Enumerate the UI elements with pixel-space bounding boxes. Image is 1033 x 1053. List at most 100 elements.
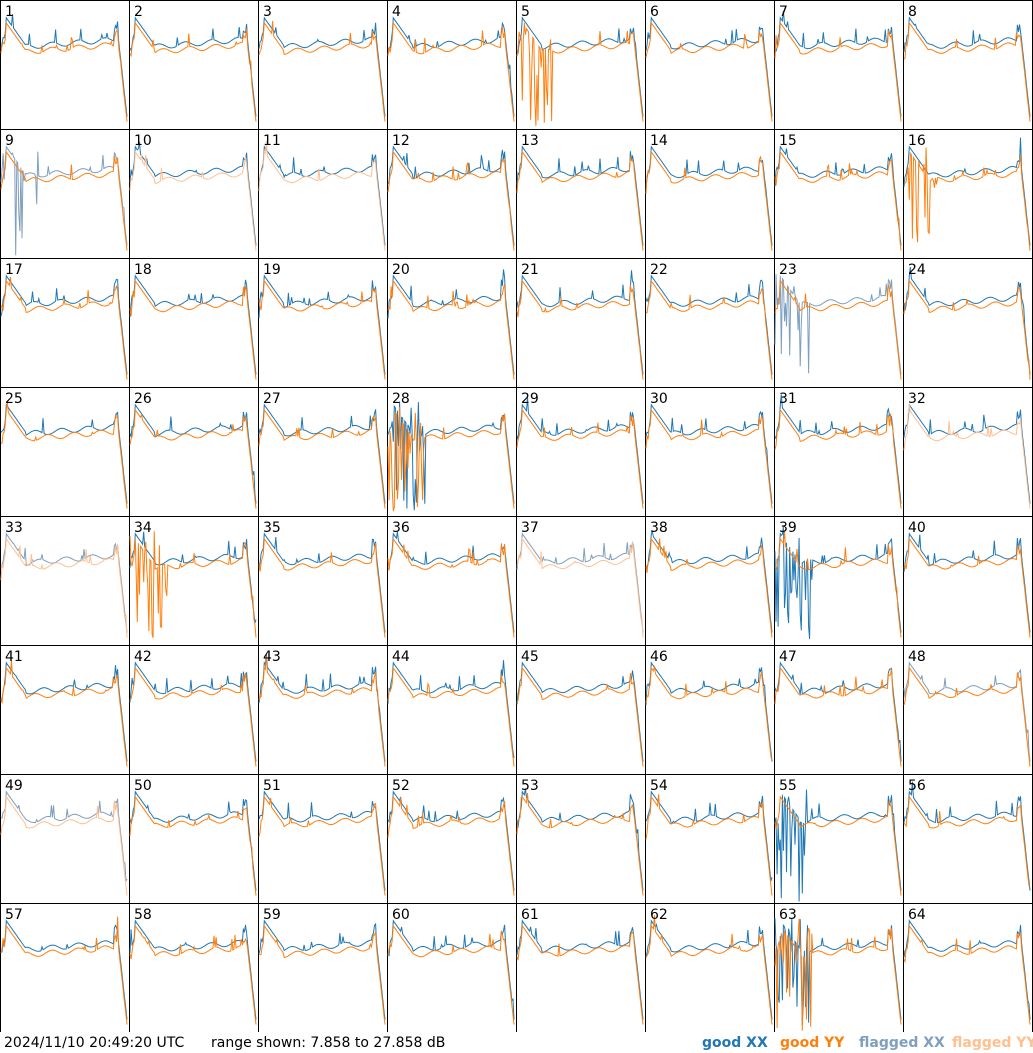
series-xx bbox=[645, 790, 773, 882]
panel-45: 45 bbox=[516, 645, 646, 775]
panel-label: 21 bbox=[521, 262, 539, 278]
panel-4: 4 bbox=[387, 0, 517, 130]
panel-12: 12 bbox=[387, 129, 517, 259]
panel-60: 60 bbox=[387, 903, 517, 1032]
panel-label: 38 bbox=[650, 520, 668, 536]
panel-44: 44 bbox=[387, 645, 517, 775]
panel-label: 7 bbox=[779, 4, 788, 20]
panel-53: 53 bbox=[516, 774, 646, 904]
panel-label: 63 bbox=[779, 907, 797, 923]
panel-51: 51 bbox=[258, 774, 388, 904]
series-xx bbox=[516, 919, 644, 1020]
series-yy bbox=[258, 279, 386, 380]
series-yy bbox=[258, 408, 386, 509]
series-xx bbox=[387, 401, 515, 511]
legend-flagged-yy: flagged YY bbox=[952, 1035, 1033, 1051]
series-yy bbox=[129, 279, 257, 380]
series-xx bbox=[645, 919, 773, 1020]
panel-label: 52 bbox=[392, 778, 410, 794]
panel-label: 23 bbox=[779, 262, 797, 278]
panel-label: 31 bbox=[779, 391, 797, 407]
panel-label: 25 bbox=[5, 391, 23, 407]
panel-35: 35 bbox=[258, 516, 388, 646]
series-yy bbox=[774, 150, 902, 251]
series-xx bbox=[258, 403, 386, 504]
series-yy bbox=[0, 916, 128, 1025]
series-yy bbox=[129, 408, 257, 509]
series-xx bbox=[903, 919, 1031, 1020]
series-yy bbox=[774, 21, 902, 122]
series-xx bbox=[903, 16, 1031, 117]
panel-label: 34 bbox=[134, 520, 152, 536]
legend-flagged-xx: flagged XX bbox=[859, 1035, 945, 1051]
series-xx bbox=[258, 274, 386, 375]
panel-21: 21 bbox=[516, 258, 646, 388]
series-xx bbox=[0, 661, 128, 762]
panel-label: 41 bbox=[5, 649, 23, 665]
panel-13: 13 bbox=[516, 129, 646, 259]
panel-label: 4 bbox=[392, 4, 401, 20]
panel-label: 27 bbox=[263, 391, 281, 407]
panel-48: 48 bbox=[903, 645, 1033, 775]
panel-label: 15 bbox=[779, 133, 797, 149]
panel-34: 34 bbox=[129, 516, 259, 646]
panel-32: 32 bbox=[903, 387, 1033, 517]
series-xx bbox=[645, 529, 773, 633]
series-yy bbox=[387, 537, 515, 638]
series-yy bbox=[903, 924, 1031, 1025]
series-xx bbox=[258, 532, 386, 633]
series-yy bbox=[0, 660, 128, 767]
panel-label: 62 bbox=[650, 907, 668, 923]
panel-43: 43 bbox=[258, 645, 388, 775]
series-yy bbox=[129, 924, 257, 1025]
panel-55: 55 bbox=[774, 774, 904, 904]
series-yy bbox=[645, 665, 773, 760]
series-yy bbox=[0, 402, 128, 509]
panel-label: 45 bbox=[521, 649, 539, 665]
series-xx bbox=[0, 790, 128, 882]
panel-label: 43 bbox=[263, 649, 281, 665]
series-yy bbox=[516, 150, 644, 251]
timestamp: 2024/11/10 20:49:20 UTC bbox=[4, 1035, 185, 1051]
series-yy bbox=[645, 408, 773, 509]
series-yy bbox=[258, 140, 386, 251]
panel-54: 54 bbox=[645, 774, 775, 904]
series-yy bbox=[903, 21, 1031, 122]
panel-label: 18 bbox=[134, 262, 152, 278]
series-xx bbox=[903, 403, 1031, 504]
series-yy bbox=[516, 408, 644, 509]
series-xx bbox=[258, 653, 386, 762]
panel-label: 50 bbox=[134, 778, 152, 794]
panel-1: 1 bbox=[0, 0, 130, 130]
series-yy bbox=[258, 795, 386, 896]
series-xx bbox=[258, 145, 386, 246]
series-yy bbox=[516, 22, 644, 126]
panel-label: 59 bbox=[263, 907, 281, 923]
series-yy bbox=[774, 795, 902, 896]
series-xx bbox=[387, 16, 515, 117]
panel-label: 3 bbox=[263, 4, 272, 20]
series-xx bbox=[516, 16, 644, 117]
panel-61: 61 bbox=[516, 903, 646, 1032]
panel-14: 14 bbox=[645, 129, 775, 259]
panel-label: 49 bbox=[5, 778, 23, 794]
series-xx bbox=[774, 661, 902, 762]
panel-label: 53 bbox=[521, 778, 539, 794]
panel-label: 30 bbox=[650, 391, 668, 407]
series-yy bbox=[903, 147, 1031, 251]
series-xx bbox=[774, 918, 902, 1026]
panel-47: 47 bbox=[774, 645, 904, 775]
series-xx bbox=[387, 269, 515, 375]
panel-label: 35 bbox=[263, 520, 281, 536]
panel-62: 62 bbox=[645, 903, 775, 1032]
panel-label: 33 bbox=[5, 520, 23, 536]
series-xx bbox=[903, 532, 1031, 633]
series-xx bbox=[774, 274, 902, 375]
series-xx bbox=[774, 145, 902, 246]
panel-52: 52 bbox=[387, 774, 517, 904]
panel-19: 19 bbox=[258, 258, 388, 388]
series-yy bbox=[516, 666, 644, 767]
series-yy bbox=[387, 406, 515, 512]
panel-label: 56 bbox=[908, 778, 926, 794]
series-xx bbox=[516, 145, 644, 246]
